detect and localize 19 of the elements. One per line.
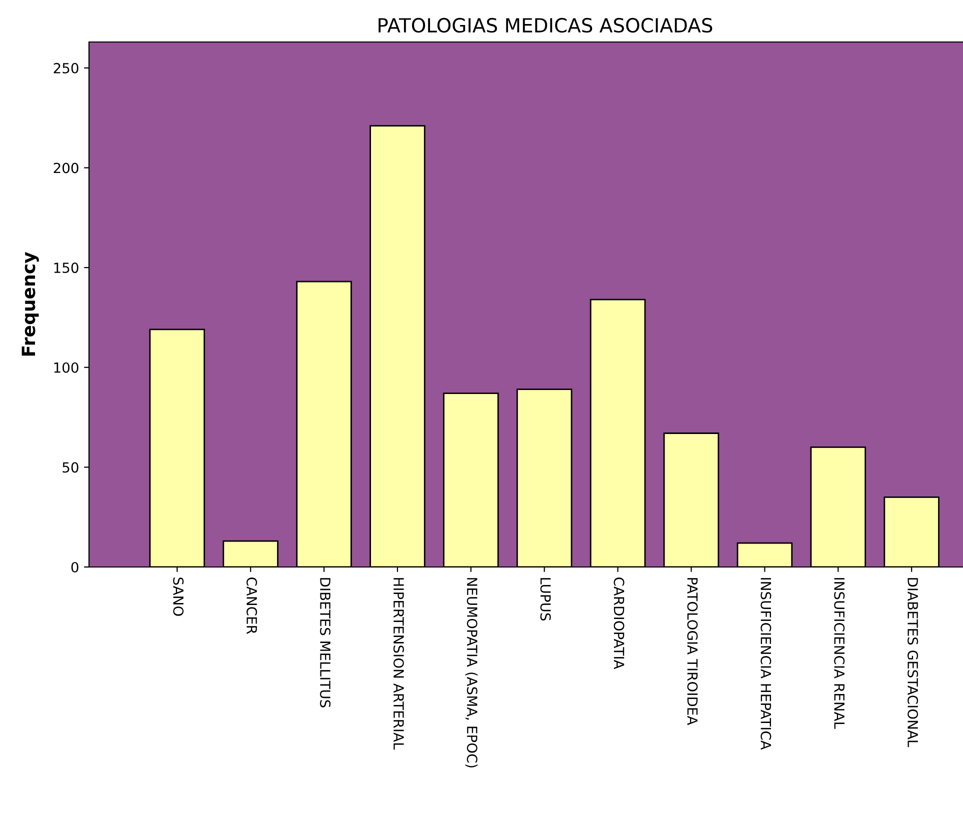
- y-tick-label: 100: [54, 362, 78, 373]
- x-tick-label: INSUFICIENCIA HEPATICA: [760, 578, 772, 750]
- y-axis-title: Frequency: [22, 252, 39, 356]
- y-tick-label: 150: [54, 262, 78, 274]
- x-tick-label: HIPERTENSION ARTERIAL: [393, 578, 404, 750]
- x-tick-label: LUPUS: [540, 578, 551, 621]
- x-tick-label: DIBETES MELLITUS: [320, 578, 330, 708]
- chart-title: PATOLOGIAS MEDICAS ASOCIADAS: [378, 18, 712, 33]
- x-tick-label: CARDIOPATIA: [614, 578, 624, 670]
- x-tick-label: PATOLOGIA TIROIDEA: [687, 578, 698, 726]
- y-tick-label: 200: [54, 162, 78, 174]
- x-tick-label: SANO: [173, 578, 184, 616]
- y-tick-label: 50: [62, 462, 78, 473]
- x-tick-label: INSUFICIENCIA RENAL: [834, 578, 845, 729]
- y-tick-label: 0: [71, 562, 78, 572]
- y-tick-label: 250: [54, 62, 78, 74]
- x-tick-label: NEUMOPATIA (ASMA, EPOC): [465, 578, 478, 768]
- x-tick-label: CANCER: [246, 578, 258, 634]
- x-tick-label: DIABETES GESTACIONAL: [908, 578, 918, 748]
